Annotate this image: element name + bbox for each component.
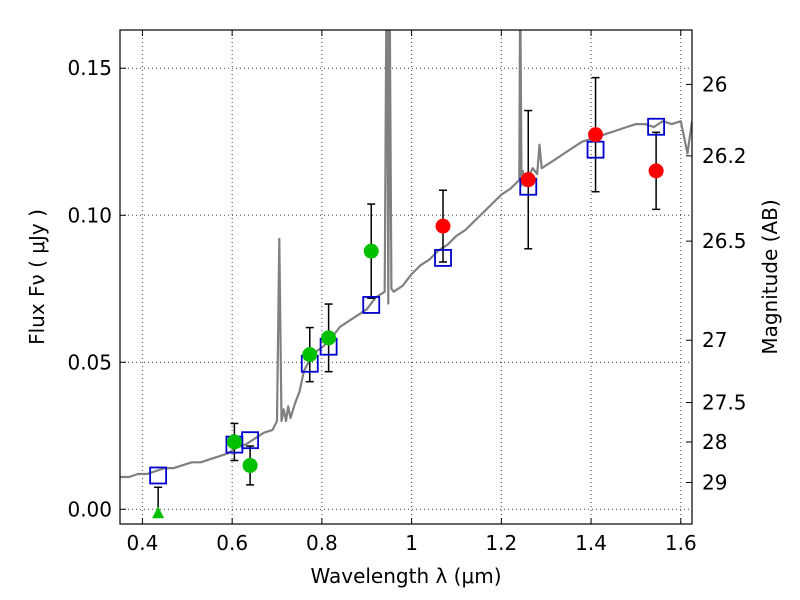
right-axis-ticks: 26 26.2 26.5 27 27.5 28 29 <box>686 72 747 495</box>
right-tick-label: 27.5 <box>702 391 747 415</box>
y-tick-label: 0.05 <box>67 350 112 374</box>
x-axis-title: Wavelength λ (μm) <box>310 564 501 588</box>
y-tick-label: 0.15 <box>67 56 112 80</box>
right-axis-title: Magnitude (AB) <box>758 199 782 354</box>
x-axis-ticks: 0.4 0.6 0.8 1 1.2 1.4 1.6 <box>127 30 697 555</box>
grid-lines <box>120 30 692 524</box>
observed-flux-green-point <box>226 434 242 450</box>
observed-flux-red-point <box>520 172 536 188</box>
observed-flux-green-point <box>321 330 337 346</box>
synthetic-photometry-square <box>241 431 260 450</box>
right-tick-label: 26 <box>702 72 727 96</box>
x-tick-label: 1.4 <box>575 531 607 555</box>
x-tick-label: 1.6 <box>665 531 697 555</box>
y-tick-label: 0.10 <box>67 203 112 227</box>
plot-frame <box>119 29 693 525</box>
observed-flux-red-point <box>648 163 664 179</box>
x-tick-label: 1 <box>405 531 418 555</box>
right-tick-label: 29 <box>702 471 727 495</box>
synthetic-photometry-square <box>362 296 381 314</box>
observed-flux-red-point <box>588 127 604 143</box>
x-tick-label: 0.6 <box>216 531 248 555</box>
synthetic-photometry-square <box>434 248 452 267</box>
right-tick-label: 27 <box>702 328 727 352</box>
observed-flux-green-point <box>242 457 258 473</box>
model-spectrum-line <box>120 30 692 479</box>
upper-limit-triangle <box>152 506 165 519</box>
synthetic-photometry-square <box>647 117 666 136</box>
right-tick-label: 26.2 <box>702 144 747 168</box>
x-tick-label: 1.2 <box>485 531 517 555</box>
y-axis-title: Flux Fν ( μJy ) <box>25 209 49 345</box>
x-tick-label: 0.4 <box>127 531 159 555</box>
model-spectrum-layer <box>120 30 692 479</box>
right-tick-label: 28 <box>702 430 727 454</box>
right-tick-label: 26.5 <box>702 229 747 253</box>
observed-flux-red-point <box>435 218 451 234</box>
markers-layer <box>149 117 666 519</box>
synthetic-photometry-square <box>149 466 168 485</box>
y-axis-ticks: 0.00 0.05 0.10 0.15 <box>67 56 126 521</box>
y-tick-label: 0.00 <box>67 497 112 521</box>
observed-flux-green-point <box>363 243 379 259</box>
x-tick-label: 0.8 <box>306 531 338 555</box>
observed-flux-green-point <box>302 347 318 363</box>
